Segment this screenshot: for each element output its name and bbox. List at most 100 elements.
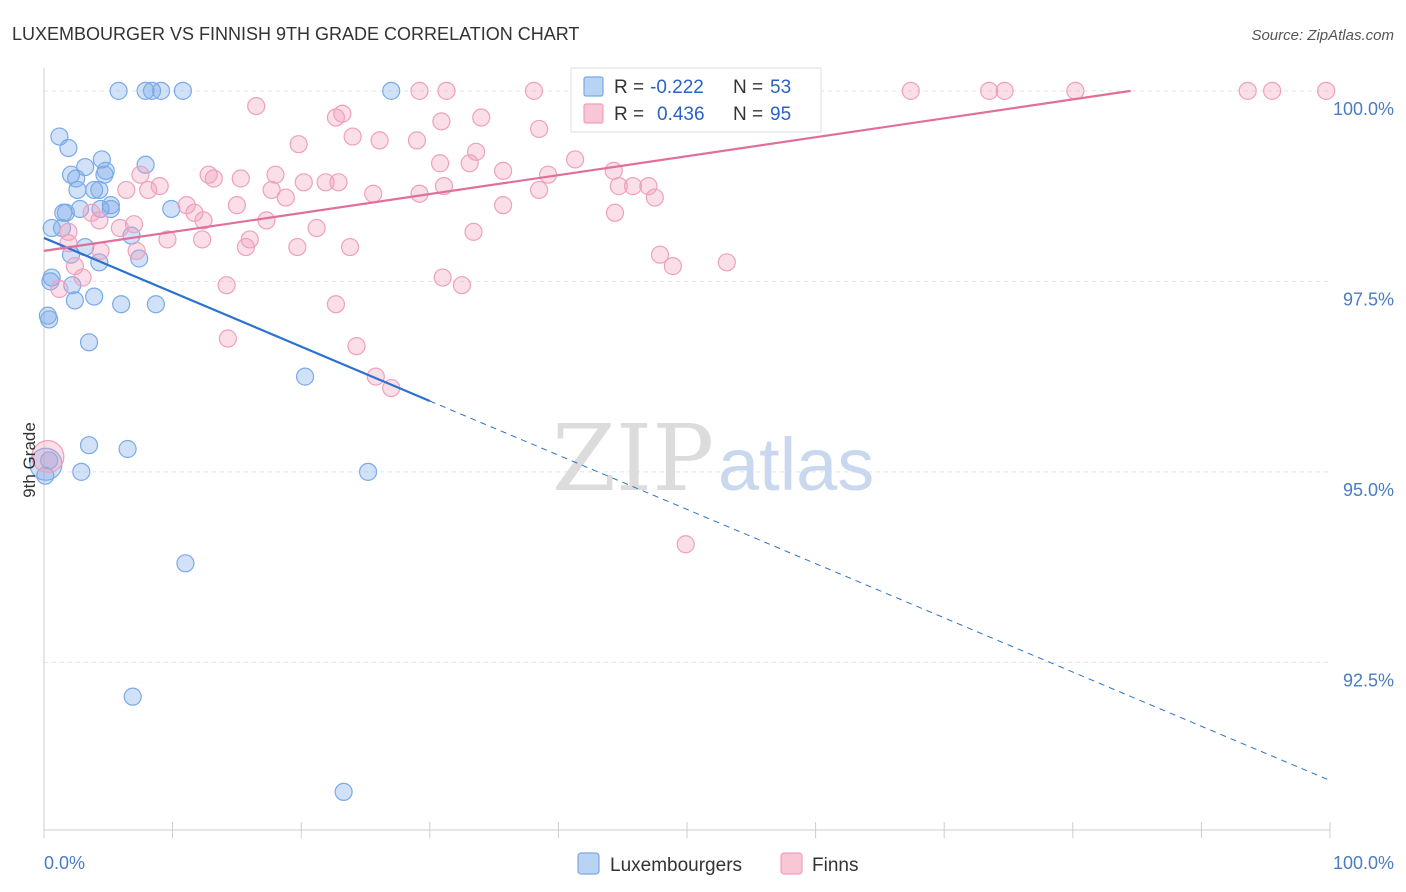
- point-luxembourgers-15: [68, 180, 87, 200]
- point-luxembourgers-45: [40, 451, 59, 470]
- series-legend: Luxembourgers Finns: [577, 852, 858, 876]
- point-luxembourgers-8: [92, 150, 111, 169]
- watermark-atlas: atlas: [718, 423, 874, 506]
- point-luxembourgers-20: [56, 203, 75, 222]
- point-finns-89: [218, 329, 237, 348]
- axes: [43, 68, 1331, 838]
- point-finns-18: [247, 96, 266, 116]
- point-luxembourgers-14: [95, 165, 114, 184]
- chart-title: LUXEMBOURGER VS FINNISH 9TH GRADE CORREL…: [12, 24, 579, 44]
- point-luxembourgers-44: [118, 439, 137, 459]
- point-finns-50: [150, 177, 169, 196]
- point-finns-47: [231, 169, 250, 188]
- point-finns-36: [639, 177, 658, 196]
- point-luxembourgers-3: [151, 81, 171, 100]
- point-finns-13: [524, 81, 544, 100]
- point-finns-43: [316, 173, 335, 192]
- point-finns-6: [1066, 81, 1085, 100]
- watermark: ZIP atlas: [552, 405, 874, 512]
- point-finns-29: [566, 150, 585, 169]
- point-finns-14: [1317, 81, 1336, 100]
- point-finns-64: [257, 211, 276, 230]
- point-luxembourgers-41: [79, 333, 99, 352]
- point-luxembourgers-36: [85, 287, 104, 306]
- point-finns-46: [266, 165, 285, 184]
- point-finns-59: [645, 188, 664, 207]
- point-finns-80: [717, 253, 736, 272]
- watermark-zip: ZIP: [552, 405, 714, 512]
- point-finns-79: [650, 245, 670, 264]
- point-finns-27: [289, 135, 308, 154]
- point-finns-83: [73, 268, 92, 287]
- point-finns-41: [364, 184, 383, 203]
- stats-legend-swatch-luxembourgers: [583, 76, 604, 97]
- point-finns-78: [91, 241, 110, 260]
- point-finns-62: [90, 211, 109, 230]
- point-luxembourgers-21: [70, 199, 90, 219]
- point-finns-66: [110, 218, 129, 238]
- legend-label-luxembourgers: Luxembourgers: [610, 855, 742, 876]
- trend-lines: [43, 89, 1331, 781]
- point-luxembourgers-49: [176, 554, 195, 573]
- point-finns-87: [326, 295, 346, 314]
- point-finns-8: [901, 81, 920, 100]
- point-finns-25: [370, 131, 389, 150]
- point-luxembourgers-4: [173, 81, 192, 100]
- y-tick-labels: 100.0% 97.5% 95.0% 92.5%: [1333, 99, 1394, 690]
- point-finns-35: [609, 177, 628, 196]
- stats-n-value-1: 95: [770, 104, 791, 125]
- point-finns-63: [194, 211, 213, 230]
- point-finns-60: [605, 203, 625, 222]
- stats-n-label-0: N =: [733, 77, 763, 98]
- trend-line-finns: [43, 89, 1131, 252]
- point-finns-51: [139, 180, 158, 200]
- point-luxembourgers-16: [85, 180, 104, 200]
- x-tick-label-max: 100.0%: [1333, 853, 1394, 873]
- stats-n-value-0: 53: [770, 77, 791, 98]
- point-finns-42: [329, 173, 348, 192]
- point-luxembourgers-7: [59, 138, 78, 158]
- y-tick-label-1: 97.5%: [1343, 289, 1394, 309]
- data-points: [29, 81, 1336, 802]
- y-axis-label: 9th Grade: [20, 422, 39, 498]
- point-luxembourgers-35: [65, 291, 84, 310]
- trend-line-luxembourgers: [43, 236, 431, 403]
- point-finns-93: [676, 535, 695, 554]
- point-finns-44: [262, 180, 281, 200]
- point-luxembourgers-10: [136, 155, 155, 174]
- point-luxembourgers-43: [79, 436, 99, 455]
- stats-r-value-0: -0.222: [650, 77, 704, 98]
- point-finns-7: [980, 81, 999, 100]
- point-finns-58: [494, 196, 513, 215]
- point-finns-61: [82, 203, 101, 222]
- point-luxembourgers-50: [123, 687, 142, 706]
- point-luxembourgers-24: [162, 199, 181, 219]
- point-finns-32: [494, 161, 513, 180]
- point-finns-15: [1238, 81, 1257, 100]
- point-finns-73: [236, 237, 256, 257]
- point-finns-75: [340, 237, 360, 257]
- point-luxembourgers-1: [136, 81, 155, 100]
- point-finns-26: [407, 131, 427, 150]
- legend-label-finns: Finns: [812, 855, 858, 876]
- point-luxembourgers-5: [382, 81, 401, 100]
- point-finns-49: [199, 165, 218, 184]
- point-finns-1: [437, 81, 456, 100]
- chart-source: Source: ZipAtlas.com: [1251, 27, 1394, 44]
- point-finns-74: [288, 237, 307, 257]
- point-finns-70: [158, 230, 177, 249]
- point-luxembourgers-0: [109, 81, 128, 100]
- point-finns-67: [124, 215, 144, 234]
- x-tick-label-min: 0.0%: [44, 853, 85, 873]
- point-finns-85: [433, 268, 452, 287]
- stats-n-label-1: N =: [733, 104, 763, 125]
- point-finns-53: [131, 165, 150, 184]
- legend-swatch-finns: [780, 852, 803, 875]
- point-finns-88: [50, 279, 69, 299]
- y-tick-label-3: 92.5%: [1343, 670, 1394, 690]
- point-finns-34: [604, 161, 623, 180]
- point-luxembourgers-17: [90, 180, 109, 200]
- point-finns-52: [117, 180, 136, 200]
- point-finns-28: [466, 142, 486, 161]
